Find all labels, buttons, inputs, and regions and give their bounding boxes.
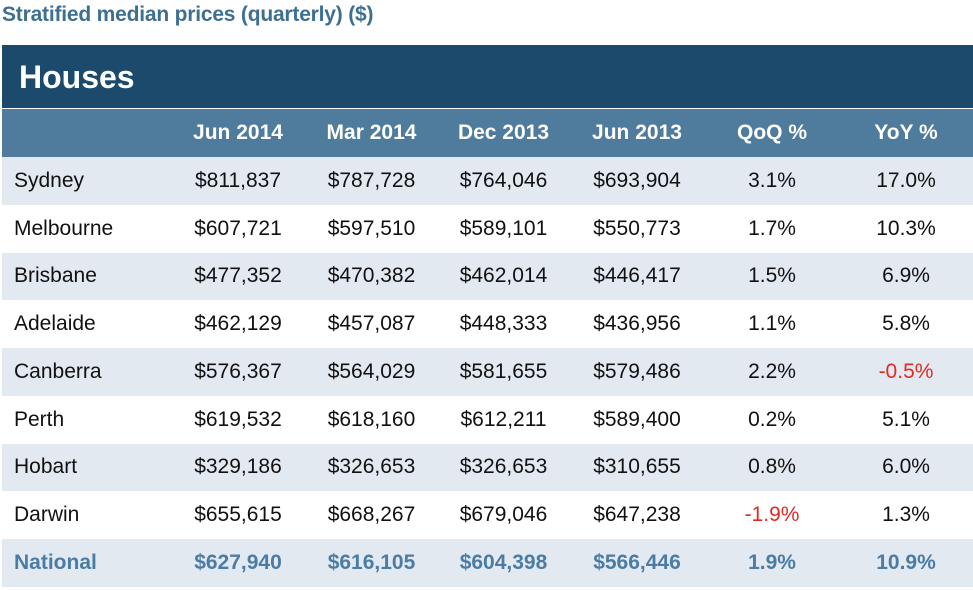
- column-header-dec-2013: Dec 2013: [457, 121, 550, 144]
- cell-jun-2013: $446,417: [593, 264, 681, 288]
- cell-mar-2014: $457,087: [327, 312, 416, 336]
- cell-city: Hobart: [14, 455, 78, 479]
- cell-jun-2014: $329,186: [194, 455, 282, 479]
- cell-mar-2014: $326,653: [327, 455, 416, 479]
- cell-city: Perth: [14, 407, 65, 431]
- cell-jun-2013: $566,446: [593, 550, 681, 574]
- section-header: Houses: [2, 45, 973, 109]
- cell-qoq: -1.9%: [744, 503, 800, 527]
- page-title: Stratified median prices (quarterly) ($): [2, 3, 374, 26]
- national-row: National $627,940 $616,105 $604,398 $566…: [2, 539, 973, 587]
- column-header-city: [2, 109, 171, 157]
- cell-dec-2013: $679,046: [459, 503, 548, 527]
- cell-jun-2014: $607,721: [194, 216, 282, 240]
- price-table-container: Houses Jun 2014 Mar 2014 Dec 2013 Jun 20…: [2, 45, 973, 587]
- cell-city: Adelaide: [14, 312, 96, 336]
- cell-city: Melbourne: [14, 216, 114, 240]
- column-header-jun-2014: Jun 2014: [193, 121, 283, 144]
- cell-jun-2013: $647,238: [593, 503, 681, 527]
- table-body: Sydney $811,837 $787,728 $764,046 $693,9…: [2, 157, 973, 587]
- cell-yoy: 1.3%: [882, 503, 930, 527]
- cell-mar-2014: $597,510: [327, 216, 416, 240]
- cell-yoy: 10.3%: [876, 216, 936, 240]
- cell-city: Brisbane: [14, 264, 97, 288]
- cell-city: Sydney: [14, 168, 85, 192]
- table-row: Adelaide $462,129 $457,087 $448,333 $436…: [2, 300, 973, 348]
- cell-dec-2013: $448,333: [459, 312, 548, 336]
- table-row: Melbourne $607,721 $597,510 $589,101 $55…: [2, 204, 973, 253]
- table-row: Hobart $329,186 $326,653 $326,653 $310,6…: [2, 443, 973, 492]
- cell-city: Canberra: [14, 359, 102, 383]
- cell-dec-2013: $604,398: [459, 550, 548, 574]
- cell-jun-2013: $310,655: [593, 455, 681, 479]
- cell-jun-2014: $576,367: [194, 359, 282, 383]
- column-header-row: Jun 2014 Mar 2014 Dec 2013 Jun 2013 QoQ …: [2, 109, 973, 157]
- cell-jun-2013: $550,773: [593, 216, 681, 240]
- cell-city: National: [14, 550, 97, 574]
- price-table: Jun 2014 Mar 2014 Dec 2013 Jun 2013 QoQ …: [2, 109, 973, 587]
- table-row: Canberra $576,367 $564,029 $581,655 $579…: [2, 348, 973, 396]
- cell-yoy: 17.0%: [876, 168, 936, 192]
- cell-dec-2013: $326,653: [459, 455, 548, 479]
- cell-jun-2014: $627,940: [194, 550, 282, 574]
- cell-mar-2014: $618,160: [327, 407, 416, 431]
- cell-jun-2013: $436,956: [593, 312, 681, 336]
- cell-qoq: 3.1%: [748, 168, 796, 192]
- cell-dec-2013: $764,046: [459, 168, 548, 192]
- cell-qoq: 1.9%: [748, 550, 796, 574]
- cell-dec-2013: $581,655: [459, 359, 548, 383]
- cell-qoq: 0.8%: [748, 455, 796, 479]
- cell-jun-2014: $811,837: [194, 168, 282, 192]
- table-row: Darwin $655,615 $668,267 $679,046 $647,2…: [2, 491, 973, 539]
- cell-dec-2013: $612,211: [460, 407, 547, 431]
- cell-qoq: 1.7%: [748, 216, 796, 240]
- cell-jun-2013: $579,486: [593, 359, 681, 383]
- column-header-mar-2014: Mar 2014: [326, 121, 417, 144]
- cell-jun-2014: $462,129: [194, 312, 282, 336]
- cell-yoy: 6.9%: [882, 264, 930, 288]
- cell-qoq: 0.2%: [748, 407, 796, 431]
- cell-yoy: -0.5%: [878, 359, 934, 383]
- cell-yoy: 10.9%: [876, 550, 936, 574]
- cell-yoy: 5.8%: [882, 312, 930, 336]
- cell-mar-2014: $564,029: [327, 359, 416, 383]
- cell-yoy: 5.1%: [882, 407, 930, 431]
- column-header-qoq: QoQ %: [736, 121, 807, 144]
- table-row: Sydney $811,837 $787,728 $764,046 $693,9…: [2, 157, 973, 205]
- cell-qoq: 1.1%: [748, 312, 796, 336]
- cell-jun-2013: $693,904: [593, 168, 681, 192]
- cell-dec-2013: $462,014: [459, 264, 548, 288]
- cell-mar-2014: $668,267: [327, 503, 416, 527]
- column-header-jun-2013: Jun 2013: [592, 121, 682, 144]
- cell-qoq: 2.2%: [748, 359, 796, 383]
- cell-jun-2014: $619,532: [194, 407, 282, 431]
- table-row: Perth $619,532 $618,160 $612,211 $589,40…: [2, 395, 973, 444]
- cell-jun-2014: $655,615: [194, 503, 282, 527]
- table-header: Jun 2014 Mar 2014 Dec 2013 Jun 2013 QoQ …: [2, 109, 973, 157]
- cell-qoq: 1.5%: [748, 264, 796, 288]
- table-row: Brisbane $477,352 $470,382 $462,014 $446…: [2, 252, 973, 301]
- cell-dec-2013: $589,101: [459, 216, 548, 240]
- cell-jun-2013: $589,400: [593, 407, 681, 431]
- cell-mar-2014: $787,728: [327, 168, 416, 192]
- cell-mar-2014: $470,382: [327, 264, 416, 288]
- cell-jun-2014: $477,352: [194, 264, 282, 288]
- column-header-yoy: YoY %: [874, 121, 938, 144]
- cell-yoy: 6.0%: [882, 455, 930, 479]
- cell-mar-2014: $616,105: [327, 550, 416, 574]
- cell-city: Darwin: [14, 503, 80, 527]
